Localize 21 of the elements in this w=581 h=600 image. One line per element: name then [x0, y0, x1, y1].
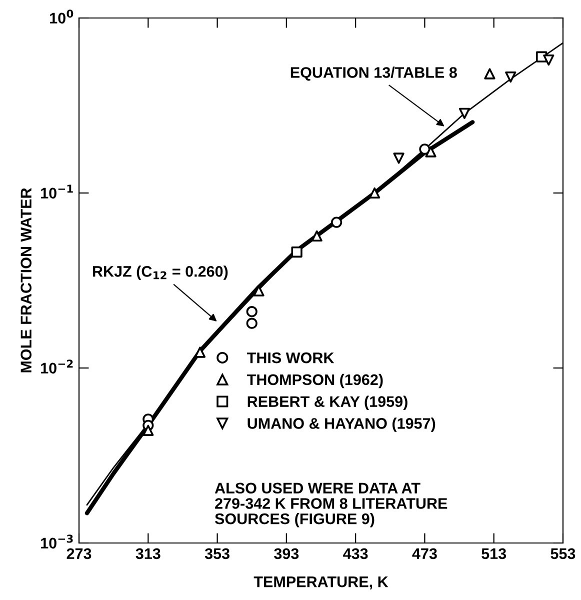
y-tick-label: 10$^{0}$ [50, 10, 74, 24]
x-axis-title: TEMPERATURE, K [254, 576, 388, 590]
x-tick-label: 273 [66, 548, 92, 560]
x-tick-label: 433 [343, 548, 368, 560]
y-axis-title: MOLE FRACTION WATER [20, 188, 32, 372]
x-tick-label: 553 [550, 548, 576, 560]
legend-label: UMANO & HAYANO (1957) [248, 418, 436, 432]
annotation: ALSO USED WERE DATA AT 279-342 K FROM 8 LITERATURE SOURCES (FIGURE 9) [214, 482, 448, 528]
x-tick-label: 513 [482, 548, 506, 560]
x-tick-label: 393 [274, 548, 299, 560]
annotation: RKJZ (C$_{12}$ = 0.260) [92, 266, 228, 280]
annotation: EQUATION 13/TABLE 8 [290, 66, 457, 81]
y-tick-label: 10$^{−3}$ [41, 534, 73, 549]
legend-label: THIS WORK [247, 352, 334, 364]
x-tick-label: 473 [412, 548, 437, 560]
y-tick-label: 10$^{−2}$ [41, 360, 73, 374]
x-tick-label: 353 [204, 548, 230, 560]
legend-label: THOMPSON (1962) [247, 374, 383, 388]
x-tick-label: 313 [136, 548, 160, 560]
legend-label: REBERT & KAY (1959) [248, 396, 408, 410]
y-tick-label: 10$^{−1}$ [41, 184, 73, 199]
